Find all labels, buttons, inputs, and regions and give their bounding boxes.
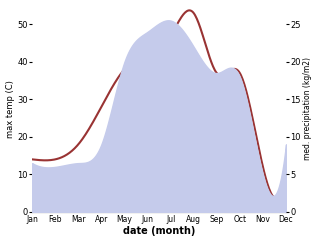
Y-axis label: med. precipitation (kg/m2): med. precipitation (kg/m2) — [303, 57, 313, 160]
X-axis label: date (month): date (month) — [123, 227, 195, 236]
Y-axis label: max temp (C): max temp (C) — [5, 80, 15, 138]
